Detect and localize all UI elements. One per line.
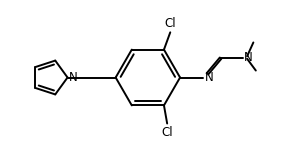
Text: Cl: Cl	[164, 17, 176, 30]
Text: N: N	[69, 71, 78, 84]
Text: N: N	[205, 71, 214, 84]
Text: Cl: Cl	[161, 126, 173, 139]
Text: N: N	[244, 51, 253, 64]
